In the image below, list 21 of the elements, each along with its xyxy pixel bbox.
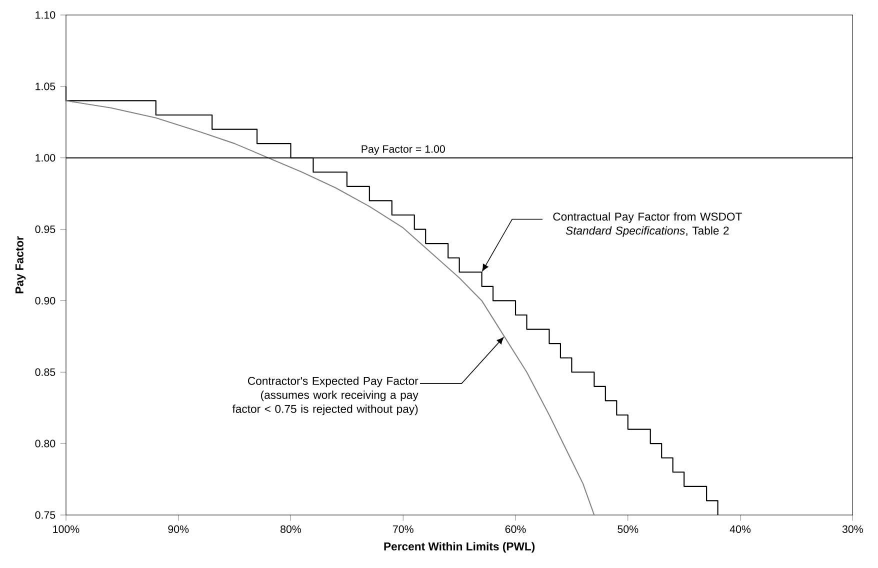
annotation: Contractor's Expected Pay Factor (assumes work receiving a pay factor < 0.75 is rejected without pay) bbox=[232, 376, 418, 416]
y-tick-label: 0.95 bbox=[35, 226, 56, 234]
x-tick-label: 50% bbox=[618, 525, 638, 533]
y-tick-label: 1.00 bbox=[36, 154, 56, 162]
y-tick-label: 0.85 bbox=[35, 368, 56, 376]
y-axis-title: Pay Factor bbox=[16, 236, 26, 294]
annotation: Contractual Pay Factor from WSDOT Standard Specifications, Table 2 bbox=[553, 212, 742, 237]
x-axis-title: Percent Within Limits (PWL) bbox=[384, 542, 535, 553]
x-tick-label: 100% bbox=[53, 525, 80, 533]
y-tick-label: 0.80 bbox=[35, 440, 56, 448]
y-tick-label: 1.05 bbox=[36, 82, 56, 90]
x-tick-label: 90% bbox=[168, 525, 189, 533]
y-tick-label: 1.10 bbox=[36, 11, 56, 19]
y-tick-label: 0.90 bbox=[35, 296, 56, 304]
x-tick-label: 30% bbox=[842, 525, 863, 533]
x-tick-label: 60% bbox=[505, 525, 526, 533]
x-tick-label: 40% bbox=[730, 525, 751, 533]
y-tick-label: 0.75 bbox=[35, 511, 56, 519]
x-tick-label: 80% bbox=[280, 525, 302, 533]
x-tick-label: 70% bbox=[393, 525, 414, 533]
ref-line-label: Pay Factor = 1.00 bbox=[362, 145, 445, 155]
